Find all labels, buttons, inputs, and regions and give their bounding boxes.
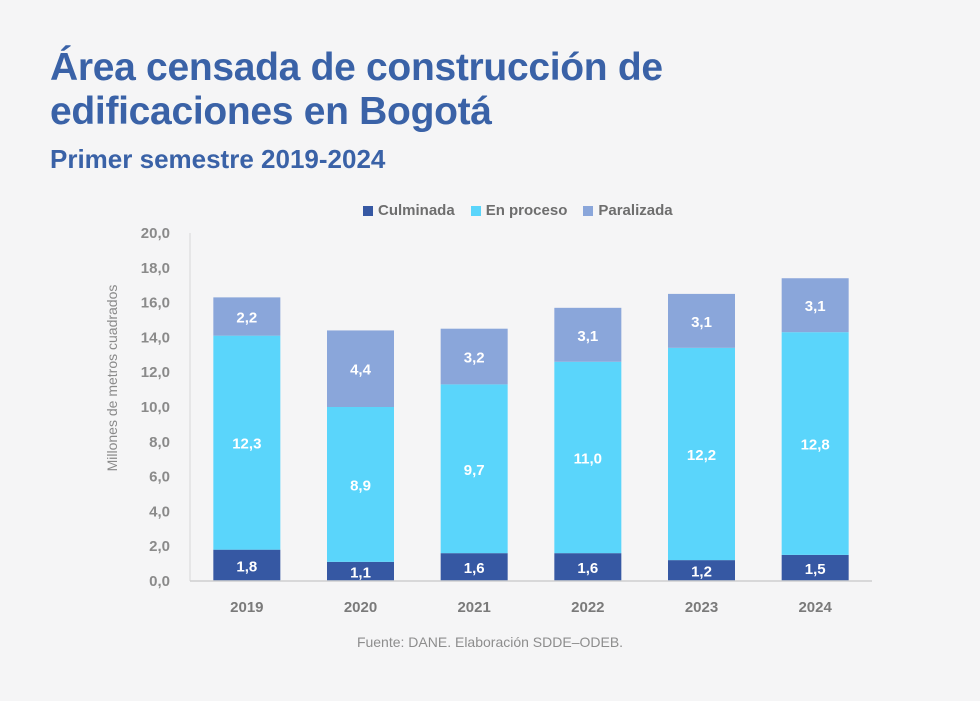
- bar-segment-culminada: [327, 561, 394, 581]
- y-tick-label: 20,0: [141, 225, 170, 242]
- legend-item-culminada: Culminada: [363, 202, 455, 219]
- data-label-paralizada: 3,1: [691, 314, 712, 331]
- y-tick-label: 2,0: [149, 538, 170, 555]
- x-axis-ticks: 2019 2020 2021 2022 2023 2024: [230, 599, 832, 616]
- data-label-paralizada: 4,4: [350, 362, 372, 379]
- source-note: Fuente: DANE. Elaboración SDDE–ODEB.: [356, 634, 624, 650]
- bar-group-2020: 1,1 8,9 4,4: [327, 330, 394, 581]
- y-tick-label: 12,0: [141, 364, 170, 381]
- bar-segment-paralizada: [668, 293, 735, 348]
- x-tick-label: 2023: [685, 599, 718, 616]
- legend-swatch-en-proceso: [470, 205, 481, 216]
- data-label-culminada: 1,5: [805, 561, 826, 578]
- data-label-culminada: 1,6: [464, 560, 485, 577]
- bar-segment-paralizada: [554, 307, 622, 362]
- title-line-2: edificaciones en Bogotá: [50, 90, 492, 133]
- title-line-1: Área censada de construcción de: [50, 46, 663, 89]
- y-tick-label: 16,0: [141, 295, 170, 312]
- bar-segment-culminada: [781, 554, 849, 581]
- y-tick-label: 14,0: [141, 329, 170, 346]
- bar-segment-culminada: [668, 560, 735, 581]
- bar-segment-paralizada: [440, 328, 508, 385]
- y-axis-ticks: 0,0 2,0 4,0 6,0 8,0 10,0 12,0 14,0 16,0 18,0 20,0: [141, 225, 170, 590]
- x-tick-label: 2021: [457, 599, 490, 616]
- y-tick-label: 0,0: [149, 573, 170, 590]
- bars: 1,812,32,21,18,94,41,69,73,21,611,03,11,…: [213, 278, 849, 581]
- bar-segment-en-proceso: [440, 384, 508, 554]
- data-label-en-proceso: 9,7: [464, 462, 485, 479]
- bar-segment-en-proceso: [213, 335, 281, 550]
- data-label-paralizada: 3,1: [805, 298, 826, 315]
- data-label-culminada: 1,6: [577, 560, 598, 577]
- x-tick-label: 2024: [798, 599, 832, 616]
- data-label-culminada: 1,2: [691, 564, 712, 581]
- legend-item-paralizada: Paralizada: [583, 202, 673, 219]
- bar-segment-paralizada: [213, 297, 281, 336]
- data-label-en-proceso: 8,9: [350, 477, 371, 494]
- bar-group-2023: 1,2 12,2 3,1: [668, 293, 735, 581]
- y-tick-label: 10,0: [141, 399, 170, 416]
- legend-swatch-paralizada: [583, 205, 594, 216]
- bar-segment-culminada: [554, 553, 622, 581]
- legend-label-en-proceso: En proceso: [485, 202, 568, 219]
- bar-segment-en-proceso: [668, 347, 735, 561]
- data-label-en-proceso: 12,2: [687, 447, 716, 464]
- chart-title: Área censada de construcción de edificac…: [50, 46, 663, 134]
- data-label-culminada: 1,8: [236, 558, 257, 575]
- data-label-en-proceso: 11,0: [574, 450, 602, 467]
- x-tick-label: 2020: [344, 599, 377, 616]
- legend-label-culminada: Culminada: [378, 202, 455, 219]
- bar-segment-paralizada: [327, 330, 394, 407]
- bar-segment-paralizada: [781, 278, 849, 333]
- y-tick-label: 8,0: [149, 434, 170, 451]
- data-label-en-proceso: 12,8: [801, 437, 830, 454]
- bar-segment-en-proceso: [327, 407, 394, 562]
- y-tick-label: 6,0: [149, 469, 170, 486]
- data-label-paralizada: 2,2: [236, 310, 257, 327]
- bar-segment-culminada: [440, 553, 508, 581]
- y-tick-label: 18,0: [141, 260, 170, 277]
- bar-segment-culminada: [213, 549, 281, 581]
- bar-group-2022: 1,6 11,0 3,1: [554, 307, 622, 581]
- x-tick-label: 2022: [571, 599, 604, 616]
- bar-segment-en-proceso: [554, 361, 622, 554]
- y-tick-label: 4,0: [149, 503, 170, 520]
- bar-segment-en-proceso: [781, 332, 849, 555]
- legend: Culminada En proceso Paralizada: [363, 202, 673, 219]
- legend-item-en-proceso: En proceso: [470, 202, 568, 219]
- data-label-culminada: 1,1: [350, 564, 371, 581]
- data-label-paralizada: 3,1: [577, 328, 598, 345]
- bar-group-2019: 1,8 12,3 2,2: [213, 297, 281, 581]
- bar-group-2021: 1,6 9,7 3,2: [440, 328, 508, 581]
- data-label-paralizada: 3,2: [464, 350, 485, 367]
- data-label-en-proceso: 12,3: [232, 436, 261, 453]
- legend-label-paralizada: Paralizada: [598, 202, 673, 219]
- bar-group-2024: 1,5 12,8 3,1: [781, 278, 849, 581]
- chart-subtitle: Primer semestre 2019-2024: [50, 144, 386, 174]
- legend-swatch-culminada: [363, 205, 373, 216]
- x-tick-label: 2019: [230, 599, 263, 616]
